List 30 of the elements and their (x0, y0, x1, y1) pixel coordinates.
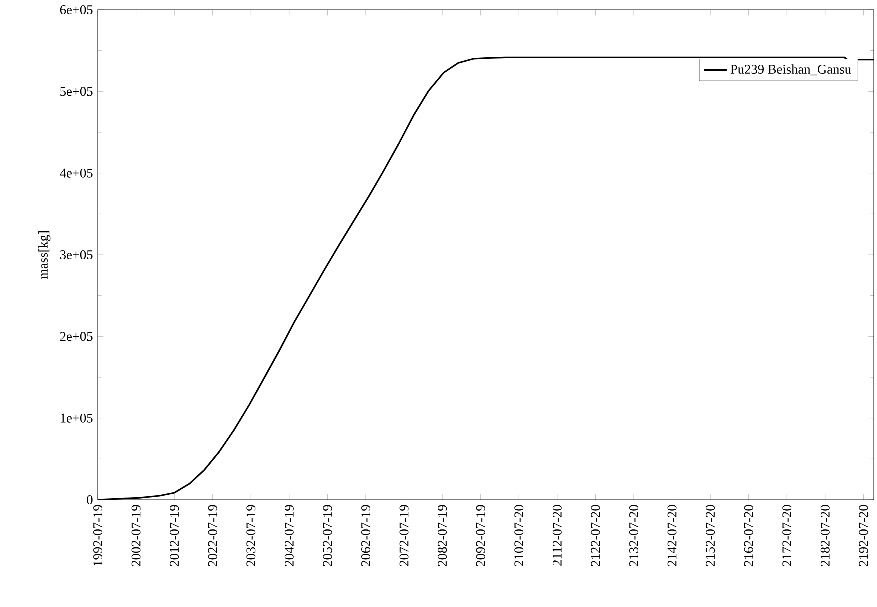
x-tick-label: 2002-07-19 (132, 505, 141, 566)
x-tick-label: 2032-07-19 (246, 505, 256, 566)
y-tick-label: 1e+05 (61, 414, 93, 423)
y-tick-label: 3e+05 (60, 250, 93, 260)
y-tick-label: 6e+05 (60, 6, 93, 14)
x-tick-label: 2102-07-20 (514, 505, 524, 566)
x-tick-label: 2072-07-19 (400, 505, 409, 566)
y-tick-label: 5e+05 (60, 87, 93, 96)
x-tick-label: 2022-07-19 (208, 505, 218, 566)
x-tick-label: 2122-07-20 (591, 505, 600, 566)
x-tick-label: 2132-07-20 (629, 505, 638, 566)
x-tick-label: 1992-07-19 (94, 505, 102, 566)
x-tick-label: 2142-07-20 (668, 505, 677, 566)
x-tick-label: 2172-07-20 (782, 505, 792, 566)
x-tick-label: 2042-07-19 (284, 505, 294, 566)
x-tick-label: 2182-07-20 (820, 505, 830, 566)
y-tick-label: 0 (87, 496, 93, 504)
y-tick-label: 2e+05 (60, 332, 93, 342)
y-tick-label: 4e+05 (60, 168, 93, 178)
x-tick-label: 2012-07-19 (170, 505, 180, 566)
x-tick-label: 2112-07-20 (552, 505, 562, 566)
legend-label: Pu239 Beishan_Gansu (730, 64, 852, 76)
y-axis-title: mass[kg] (38, 232, 51, 280)
x-tick-label: 2162-07-20 (744, 505, 754, 566)
x-tick-label: 2152-07-20 (706, 505, 716, 566)
x-tick-label: 2082-07-19 (438, 505, 448, 566)
x-tick-label: 2192-07-20 (859, 505, 868, 566)
x-tick-label: 2052-07-19 (323, 505, 332, 566)
x-tick-label: 2092-07-19 (476, 505, 486, 566)
x-tick-label: 2062-07-19 (361, 505, 370, 566)
